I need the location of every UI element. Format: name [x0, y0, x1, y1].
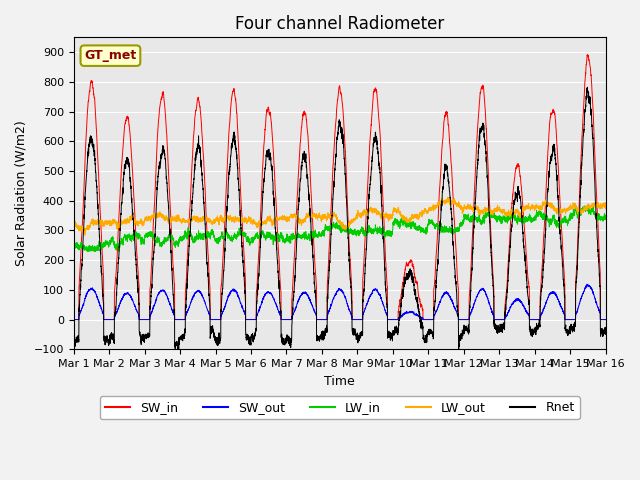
Rnet: [459, 333, 467, 339]
Line: SW_in: SW_in: [74, 55, 605, 320]
LW_in: [91, 249, 99, 254]
Y-axis label: Solar Radiation (W/m2): Solar Radiation (W/m2): [15, 120, 28, 266]
Line: LW_in: LW_in: [74, 205, 605, 252]
SW_out: [601, 317, 609, 323]
LW_in: [584, 203, 591, 208]
Rnet: [584, 84, 591, 90]
LW_out: [166, 217, 173, 223]
LW_in: [489, 214, 497, 219]
LW_out: [81, 232, 89, 238]
Line: SW_out: SW_out: [74, 284, 605, 320]
SW_in: [165, 184, 173, 190]
SW_out: [70, 317, 77, 323]
LW_out: [602, 203, 609, 208]
Rnet: [320, 332, 328, 337]
LW_out: [489, 207, 497, 213]
X-axis label: Time: Time: [324, 374, 355, 387]
Legend: SW_in, SW_out, LW_in, LW_out, Rnet: SW_in, SW_out, LW_in, LW_out, Rnet: [100, 396, 580, 419]
Rnet: [602, 327, 609, 333]
SW_out: [320, 317, 328, 323]
Rnet: [489, 283, 497, 288]
LW_out: [602, 204, 609, 210]
LW_out: [70, 218, 77, 224]
Text: GT_met: GT_met: [84, 49, 136, 62]
SW_out: [602, 317, 609, 323]
SW_in: [602, 317, 609, 323]
Title: Four channel Radiometer: Four channel Radiometer: [235, 15, 444, 33]
SW_in: [584, 52, 591, 58]
LW_in: [320, 230, 328, 236]
LW_in: [429, 222, 437, 228]
SW_in: [459, 317, 467, 323]
SW_out: [583, 281, 591, 287]
Line: Rnet: Rnet: [74, 87, 605, 350]
LW_in: [459, 221, 467, 227]
SW_in: [489, 269, 497, 275]
SW_out: [489, 311, 497, 317]
Line: LW_out: LW_out: [74, 197, 605, 235]
SW_in: [601, 317, 609, 323]
SW_in: [429, 317, 437, 323]
Rnet: [602, 329, 609, 335]
Rnet: [429, 335, 437, 341]
SW_out: [429, 317, 437, 323]
LW_in: [602, 216, 609, 222]
Rnet: [173, 347, 181, 353]
LW_out: [320, 215, 328, 221]
Rnet: [70, 339, 77, 345]
LW_out: [459, 205, 467, 211]
SW_in: [320, 317, 328, 323]
LW_in: [70, 241, 77, 247]
LW_in: [166, 234, 173, 240]
SW_out: [165, 300, 173, 305]
SW_out: [459, 317, 467, 323]
LW_out: [444, 194, 451, 200]
Rnet: [165, 218, 173, 224]
LW_out: [429, 204, 437, 210]
LW_in: [602, 213, 609, 219]
SW_in: [70, 317, 77, 323]
